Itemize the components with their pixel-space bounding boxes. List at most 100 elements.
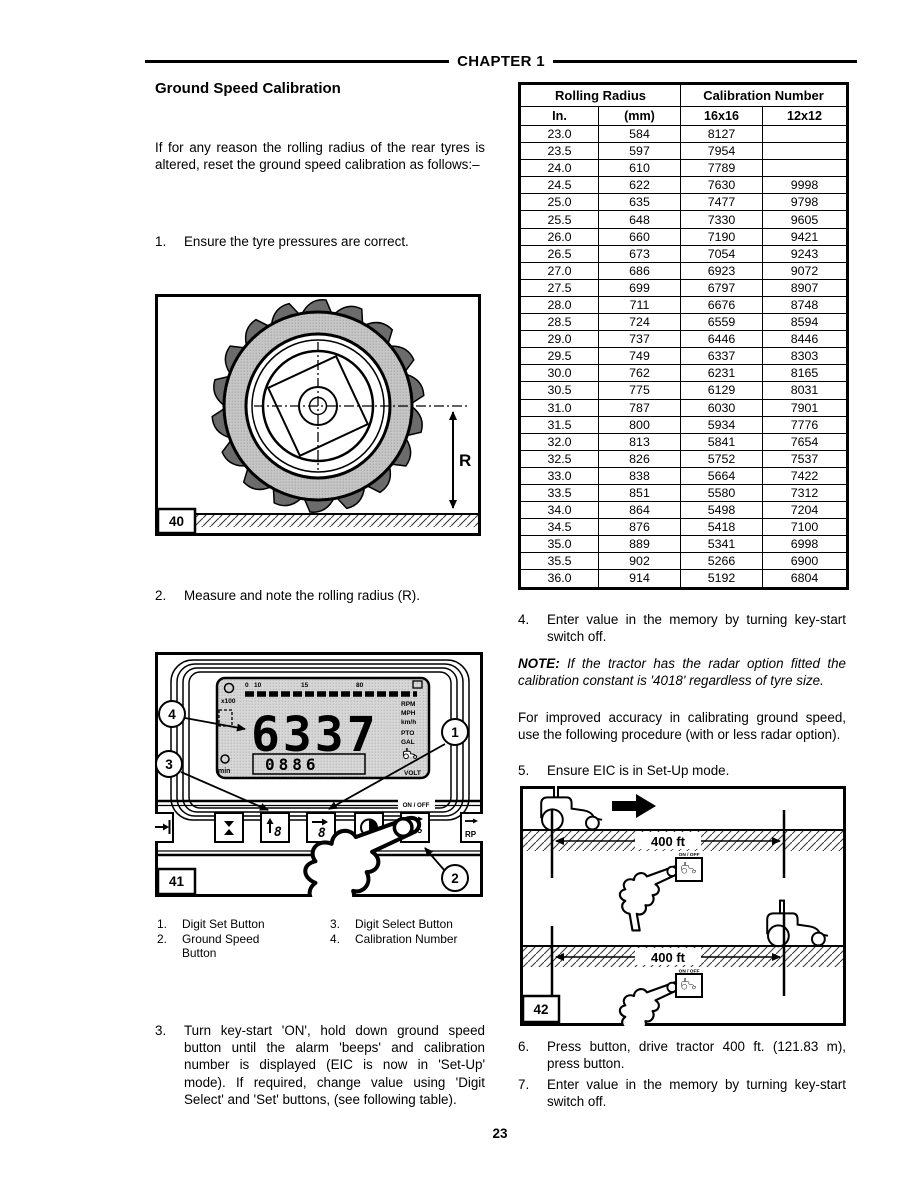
hourglass-icon [224, 821, 234, 835]
table-cell: 5841 [680, 432, 763, 451]
digit-select-button: 8 [306, 812, 336, 843]
table-row: 33.0 838 5664 7422 [519, 466, 848, 485]
table-cell: 29.5 [519, 347, 599, 366]
table-cell: 5341 [680, 535, 763, 554]
step-3: 3. Turn key-start 'ON', hold down ground… [155, 1022, 485, 1108]
hourglass-button [214, 812, 244, 843]
table-cell: 902 [598, 552, 681, 571]
table-cell: 8446 [762, 330, 848, 349]
scale-end-icon [412, 680, 423, 689]
table-cell: 6030 [680, 398, 763, 417]
table-cell: 635 [598, 193, 681, 212]
table-cell: 8031 [762, 381, 848, 400]
table-cell: 8907 [762, 278, 848, 297]
table-cell: 7100 [762, 518, 848, 537]
table-cell: 29.0 [519, 330, 599, 349]
figure-number: 40 [169, 514, 184, 529]
table-cell: 826 [598, 449, 681, 468]
step-text: Turn key-start 'ON', hold down ground sp… [184, 1023, 485, 1107]
label-backing [398, 798, 435, 809]
step-text: Ensure EIC is in Set-Up mode. [547, 763, 730, 778]
table-cell: 6676 [680, 295, 763, 315]
calibration-table-body: 23.0 584 8127 23.5 597 7954 24.0 610 7789 24.5 622… [519, 124, 848, 589]
unit-rpm: RPM [401, 701, 415, 708]
table-cell: 686 [598, 261, 681, 280]
radius-label: R [459, 451, 471, 470]
col-16x16: 16x16 [680, 106, 763, 126]
table-cell: 9072 [762, 261, 848, 280]
table-row: 25.5 648 7330 9605 [519, 210, 848, 229]
table-cell: 7901 [762, 398, 848, 417]
table-cell: 8127 [680, 124, 763, 144]
table-cell: 851 [598, 483, 681, 503]
table-cell: 9798 [762, 193, 848, 212]
lcd-secondary-digits: 0886 [265, 755, 320, 774]
scale-tick-0: 0 [245, 682, 249, 689]
scene-finish: 400 ft ON / OFF [523, 899, 843, 1026]
legend-text: Digit Set Button [182, 917, 265, 931]
table-cell: 711 [598, 295, 681, 315]
table-row: 34.0 864 5498 7204 [519, 501, 848, 520]
chapter-header: CHAPTER 1 [145, 53, 857, 70]
callout-2: 2 [451, 871, 459, 886]
on-off-label: ON / OFF [679, 969, 700, 975]
accuracy-paragraph: For improved accuracy in calibrating gro… [518, 710, 846, 743]
figure-border [520, 786, 846, 1026]
table-cell: 787 [598, 398, 681, 417]
table-cell: 673 [598, 244, 681, 263]
distance-label: 400 ft [651, 950, 686, 965]
table-cell: 7477 [680, 193, 763, 212]
table-cell: 724 [598, 313, 681, 332]
table-cell: 737 [598, 330, 681, 349]
col-group-calibration-number: Calibration Number [680, 83, 848, 107]
right-arrow-icon [322, 818, 328, 826]
multiplier-label: x100 [221, 698, 236, 705]
up-arrow-icon [266, 818, 274, 824]
page-number: 23 [492, 1126, 508, 1141]
legend-text: Calibration Number [355, 931, 458, 946]
unit-pto: PTO [401, 730, 414, 737]
table-cell [762, 142, 848, 161]
table-cell: 864 [598, 501, 681, 520]
table-row: 29.5 749 6337 8303 [519, 347, 848, 366]
table-cell: 7204 [762, 501, 848, 520]
figure42-illustration: 400 ft ON / OFF 400 ft ON / OFF 42 [520, 786, 846, 1026]
table-row: 30.0 762 6231 8165 [519, 364, 848, 383]
table-cell: 5934 [680, 415, 763, 434]
unit-kmh: km/h [401, 719, 416, 726]
note-text: If the tractor has the radar option fitt… [518, 656, 846, 689]
legend-num: 1. [157, 917, 167, 931]
table-cell: 25.5 [519, 210, 599, 229]
table-cell: 775 [598, 381, 681, 400]
table-cell: 6337 [680, 347, 763, 366]
calibration-table: Rolling Radius Calibration Number In. (m… [518, 82, 849, 590]
table-cell: 5418 [680, 518, 763, 537]
table-row: 33.5 851 5580 7312 [519, 483, 848, 503]
digit-set-button: 8 [260, 812, 290, 843]
tyre-illustration [209, 299, 468, 513]
rp-label: RP [465, 830, 477, 839]
table-cell: 30.5 [519, 381, 599, 400]
table-cell: 7422 [762, 466, 848, 485]
table-cell: 5192 [680, 569, 763, 589]
calibration-table-head: Rolling Radius Calibration Number In. (m… [519, 83, 848, 126]
table-cell: 749 [598, 347, 681, 366]
note-label: NOTE: [518, 656, 560, 671]
table-cell: 6446 [680, 330, 763, 349]
label-backing [635, 948, 701, 965]
on-off-label: ON / OFF [403, 802, 430, 809]
table-cell: 26.5 [519, 244, 599, 263]
col-mm: (mm) [598, 106, 681, 126]
col-in: In. [519, 106, 599, 126]
legend-item: 4. Calibration Number [330, 932, 480, 947]
table-cell: 6923 [680, 261, 763, 280]
table-cell: 31.0 [519, 398, 599, 417]
table-cell: 7054 [680, 244, 763, 263]
col-group-rolling-radius: Rolling Radius [519, 83, 681, 107]
table-cell: 34.0 [519, 501, 599, 520]
on-off-label: ON / OFF [679, 852, 700, 858]
scale-tick-80: 80 [356, 682, 364, 689]
table-cell: 6559 [680, 313, 763, 332]
legend-text: Ground Speed Button [182, 931, 260, 961]
table-row: 23.5 597 7954 [519, 142, 848, 161]
